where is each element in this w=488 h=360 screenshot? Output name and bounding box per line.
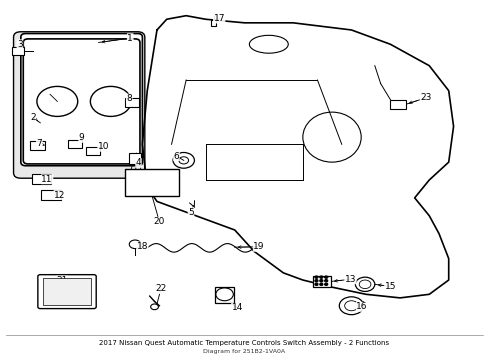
Text: 8: 8 [126, 94, 132, 103]
Bar [125, 169, 179, 196]
Bar [389, 100, 405, 109]
Text: 20: 20 [153, 217, 165, 226]
Bar [211, 20, 216, 26]
Bar [42, 278, 91, 305]
Bar [312, 276, 330, 287]
Text: 1: 1 [127, 34, 133, 43]
Text: 13: 13 [344, 275, 356, 284]
Text: 4: 4 [135, 158, 141, 167]
Bar [215, 287, 233, 303]
FancyBboxPatch shape [23, 39, 140, 164]
Text: 23: 23 [419, 93, 431, 102]
Circle shape [324, 280, 327, 282]
Text: 11: 11 [41, 175, 53, 184]
Text: 2017 Nissan Quest Automatic Temperature Controls Switch Assembly - 2 Functions: 2017 Nissan Quest Automatic Temperature … [99, 339, 389, 346]
FancyBboxPatch shape [14, 32, 144, 178]
Bar [125, 98, 139, 107]
Circle shape [314, 276, 317, 278]
Bar [12, 47, 24, 55]
Text: 7: 7 [37, 139, 42, 148]
Text: 3: 3 [17, 40, 23, 49]
Text: 12: 12 [54, 190, 65, 199]
FancyBboxPatch shape [38, 275, 96, 309]
Circle shape [324, 276, 327, 278]
Text: 16: 16 [356, 302, 367, 311]
Circle shape [324, 283, 327, 285]
Text: 9: 9 [79, 133, 84, 142]
Circle shape [319, 283, 322, 285]
Bar [41, 190, 61, 200]
Bar [31, 174, 51, 184]
Text: 22: 22 [155, 284, 166, 293]
Bar [30, 141, 45, 150]
Bar [128, 153, 141, 164]
Circle shape [319, 276, 322, 278]
Circle shape [319, 280, 322, 282]
Text: 6: 6 [173, 152, 179, 161]
Text: 21: 21 [56, 276, 68, 285]
Bar [68, 140, 82, 148]
Text: 10: 10 [98, 142, 109, 151]
Text: 18: 18 [136, 242, 148, 251]
Text: 17: 17 [213, 14, 224, 23]
Text: 14: 14 [231, 303, 243, 312]
Text: 15: 15 [384, 282, 395, 291]
Text: 2: 2 [30, 113, 36, 122]
Circle shape [314, 280, 317, 282]
FancyBboxPatch shape [21, 33, 142, 166]
Text: 5: 5 [188, 208, 194, 217]
Bar [86, 147, 100, 155]
Text: 19: 19 [253, 242, 264, 251]
Text: Diagram for 251B2-1VA0A: Diagram for 251B2-1VA0A [203, 349, 285, 354]
Circle shape [314, 283, 317, 285]
